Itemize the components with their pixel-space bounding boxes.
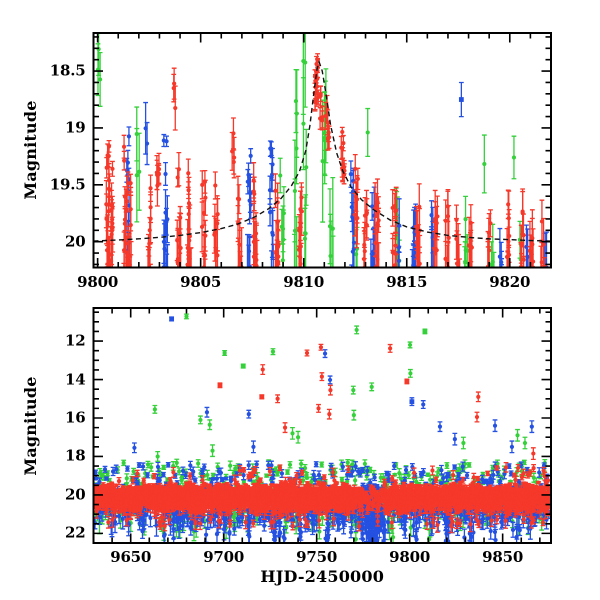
bottom-y-tick-label: 18 xyxy=(65,446,86,465)
bottom-y-tick-label: 22 xyxy=(65,523,86,542)
bottom-y-tick-label: 20 xyxy=(65,485,86,504)
bottom-x-tick-label: 9800 xyxy=(389,548,431,566)
top-x-tick-label: 9810 xyxy=(283,272,325,291)
top-y-tick-label: 18.5 xyxy=(49,61,86,80)
top-x-tick-label: 9815 xyxy=(386,272,428,291)
top-y-tick-label: 19 xyxy=(65,118,86,137)
bottom-x-tick-label: 9850 xyxy=(482,548,524,566)
top-x-tick-label: 9800 xyxy=(77,272,119,291)
bottom-x-tick-label: 9650 xyxy=(110,548,152,566)
bottom-y-tick-label: 12 xyxy=(65,331,86,350)
top-x-tick-label: 9820 xyxy=(489,272,531,291)
bottom-y-tick-label: 16 xyxy=(65,408,86,427)
top-y-axis-title: Magnitude xyxy=(21,100,40,200)
top-y-tick-label: 19.5 xyxy=(49,175,86,194)
top-x-tick-label: 9805 xyxy=(180,272,222,291)
bottom-y-tick-label: 14 xyxy=(65,370,86,389)
bottom-x-tick-label: 9700 xyxy=(203,548,245,566)
bottom-y-axis-title: Magnitude xyxy=(21,375,40,476)
bottom-x-tick-label: 9750 xyxy=(296,548,338,566)
top-y-tick-label: 20 xyxy=(65,232,86,251)
x-axis-title: HJD-2450000 xyxy=(260,567,385,586)
